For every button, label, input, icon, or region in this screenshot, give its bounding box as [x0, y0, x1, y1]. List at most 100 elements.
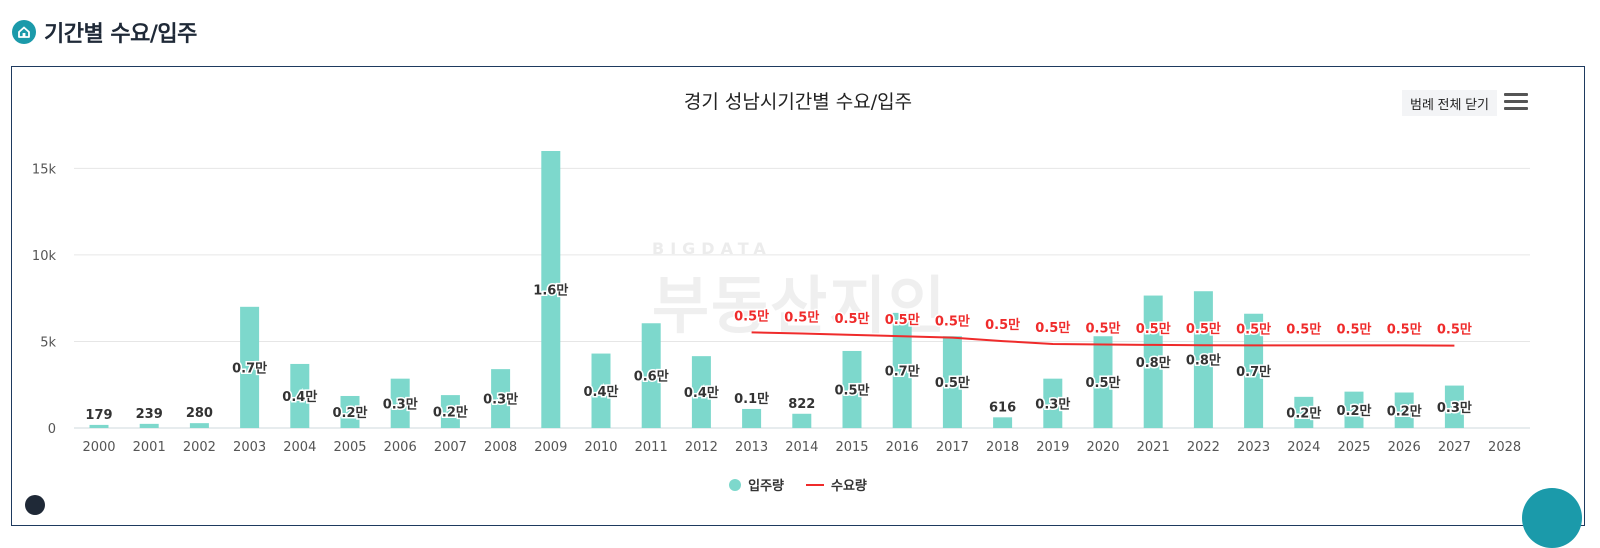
x-tick-label: 2000 [82, 440, 115, 455]
bar-data-label: 0.3만 [1437, 400, 1472, 416]
chart-card: BIGDATA 부동산지인 0 5k 10k 15k 2000 2001 2002 2003 2… [11, 66, 1585, 526]
x-tick-label: 2027 [1438, 440, 1471, 455]
line-data-label: 0.5만 [784, 309, 819, 325]
bar [1244, 313, 1264, 428]
bar [541, 151, 561, 428]
y-tick-label: 5k [40, 335, 56, 350]
bar-data-label: 0.4만 [282, 389, 317, 405]
bar-data-label: 822 [788, 397, 815, 412]
y-tick-label: 0 [48, 422, 56, 437]
watermark-small: BIGDATA [652, 239, 772, 258]
bar-data-label: 0.8만 [1136, 355, 1171, 371]
chart-plot: 0 5k 10k 15k 2000 2001 2002 2003 2004 2005 2006 200… [32, 151, 1530, 455]
bar [591, 353, 611, 428]
bar [1193, 291, 1213, 428]
chart-title: 경기 성남시기간별 수요/입주 [683, 91, 913, 113]
x-tick-label: 2021 [1137, 440, 1170, 455]
line-data-label: 0.5만 [1186, 321, 1221, 337]
y-tick-label: 15k [32, 162, 57, 177]
legend-marker-circle-icon [729, 478, 742, 491]
bar [189, 423, 209, 428]
bar-data-label: 0.1만 [734, 391, 769, 407]
x-tick-label: 2013 [735, 440, 768, 455]
bar-data-label: 0.6만 [634, 369, 669, 385]
line-data-label: 0.5만 [1337, 321, 1372, 337]
bar [892, 312, 912, 428]
bar-data-label: 0.4만 [584, 384, 619, 400]
x-tick-label: 2002 [183, 440, 216, 455]
line-data-label: 0.5만 [885, 312, 920, 328]
bar [993, 417, 1013, 428]
line-data-label: 0.5만 [1437, 322, 1472, 338]
line-data-label: 0.5만 [985, 317, 1020, 333]
home-icon [12, 20, 36, 44]
bar-data-label: 0.3만 [483, 392, 518, 408]
x-tick-label: 2005 [333, 440, 366, 455]
x-tick-label: 2014 [785, 440, 818, 455]
x-tick-label: 2010 [584, 440, 617, 455]
legend-item-demand[interactable]: 수요량 [806, 475, 867, 494]
chart-legend: 입주량 수요량 [12, 475, 1584, 494]
x-tick-label: 2023 [1237, 440, 1270, 455]
line-data-label: 0.5만 [1035, 320, 1070, 336]
legend-label-move-in: 입주량 [748, 479, 784, 494]
x-tick-label: 2026 [1388, 440, 1421, 455]
line-data-label: 0.5만 [1136, 321, 1171, 337]
bar-data-label: 0.3만 [1035, 396, 1070, 412]
bar [139, 423, 159, 428]
x-tick-label: 2011 [635, 440, 668, 455]
x-tick-label: 2019 [1036, 440, 1069, 455]
section-title: 기간별 수요/입주 [44, 22, 197, 47]
line-data-label: 0.5만 [734, 308, 769, 324]
bar-data-label: 280 [186, 406, 213, 421]
bar [1093, 336, 1113, 428]
bar [340, 395, 360, 428]
x-tick-label: 2009 [534, 440, 567, 455]
bar [792, 413, 812, 428]
bar [1143, 295, 1163, 428]
bar [1294, 396, 1314, 428]
x-tick-label: 2025 [1337, 440, 1370, 455]
x-tick-label: 2004 [283, 440, 316, 455]
legend-marker-line-icon [806, 483, 824, 486]
bar-data-label: 1.6만 [533, 283, 568, 299]
x-tick-label: 2024 [1287, 440, 1320, 455]
x-tick-label: 2008 [484, 440, 517, 455]
x-tick-label: 2003 [233, 440, 266, 455]
x-tick-label: 2012 [685, 440, 718, 455]
bar [240, 306, 260, 428]
bar [641, 323, 661, 428]
bar-data-label: 0.2만 [1337, 403, 1372, 419]
x-tick-label: 2001 [133, 440, 166, 455]
hamburger-menu-icon[interactable] [1504, 93, 1528, 113]
x-tick-label: 2007 [434, 440, 467, 455]
line-data-label: 0.5만 [835, 311, 870, 327]
floating-action-button[interactable] [1522, 488, 1582, 548]
x-tick-label: 2015 [835, 440, 868, 455]
bar-data-label: 0.2만 [433, 405, 468, 421]
legend-label-demand: 수요량 [831, 479, 867, 494]
bar [842, 350, 862, 428]
y-tick-label: 10k [32, 249, 57, 264]
bar [691, 356, 711, 428]
x-tick-label: 2017 [936, 440, 969, 455]
bar-data-label: 0.5만 [935, 375, 970, 391]
demand-line [751, 331, 1455, 347]
legend-item-move-in[interactable]: 입주량 [729, 475, 784, 494]
bar-data-label: 0.7만 [232, 360, 267, 376]
legend-close-all-button[interactable]: 범례 전체 닫기 [1402, 90, 1497, 116]
bar-data-label: 0.2만 [1286, 405, 1321, 421]
bar-data-label: 0.2만 [333, 405, 368, 421]
bar [440, 395, 460, 428]
line-data-label: 0.5만 [935, 314, 970, 330]
bar [290, 363, 310, 428]
bar [1344, 391, 1364, 428]
line-data-label: 0.5만 [1387, 321, 1422, 337]
x-tick-label: 2028 [1488, 440, 1521, 455]
floating-help-icon[interactable] [25, 495, 45, 515]
bar [89, 424, 109, 428]
bar-data-label: 0.4만 [684, 385, 719, 401]
bar-data-label: 239 [136, 407, 163, 422]
x-tick-label: 2018 [986, 440, 1019, 455]
bar-data-label: 0.7만 [885, 363, 920, 379]
